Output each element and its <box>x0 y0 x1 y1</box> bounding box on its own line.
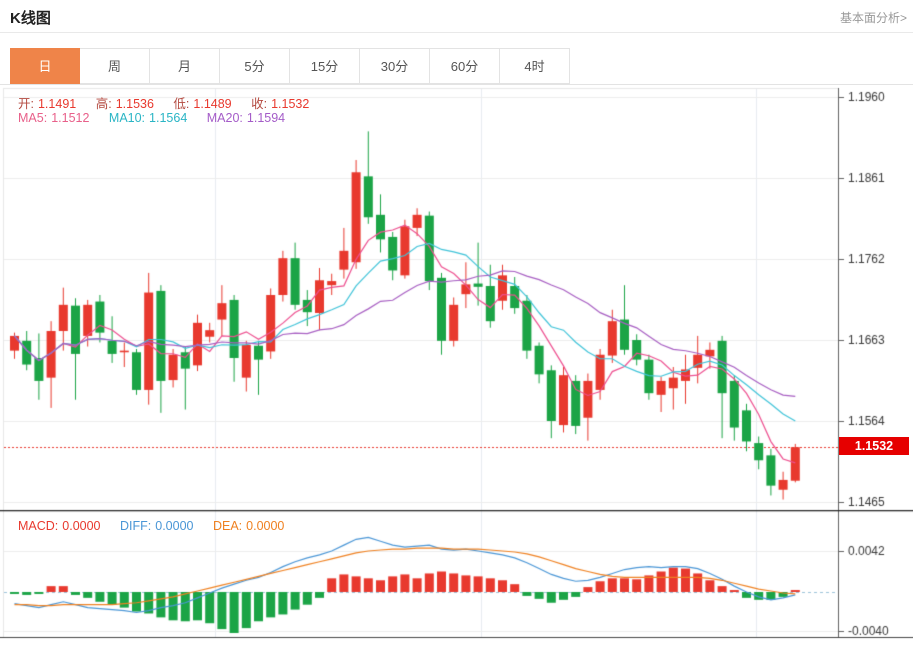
tab-30min[interactable]: 30分 <box>360 48 430 84</box>
ma20-label: MA20: <box>206 111 243 125</box>
ma5-value: 1.1512 <box>51 111 90 125</box>
tab-15min[interactable]: 15分 <box>290 48 360 84</box>
ma10-value: 1.1564 <box>149 111 188 125</box>
close-value: 1.1532 <box>271 97 310 111</box>
period-tabs: 日 周 月 5分 15分 30分 60分 4时 <box>10 48 570 84</box>
last-price-badge: 1.1532 <box>839 437 909 455</box>
low-value: 1.1489 <box>193 97 232 111</box>
ohlc-legend: 开: 1.1491 高: 1.1536 低: 1.1489 收: 1.1532 <box>18 93 325 112</box>
low-label: 低: <box>173 97 190 111</box>
tab-5min[interactable]: 5分 <box>220 48 290 84</box>
page-title: K线图 <box>10 10 51 27</box>
open-label: 开: <box>18 97 34 111</box>
ma5-label: MA5: <box>18 111 48 125</box>
high-value: 1.1536 <box>115 97 154 111</box>
ma10-label: MA10: <box>108 111 146 125</box>
macd-legend: MACD: 0.0000 DIFF: 0.0000 DEA: 0.0000 <box>18 519 300 533</box>
open-value: 1.1491 <box>37 97 77 111</box>
ma-legend: MA5: 1.1512 MA10: 1.1564 MA20: 1.1594 <box>18 111 301 125</box>
tab-weekly[interactable]: 周 <box>80 48 150 84</box>
fundamental-analysis-link[interactable]: 基本面分析> <box>839 11 907 25</box>
diff-value: 0.0000 <box>155 519 194 533</box>
kline-chart-canvas[interactable] <box>0 84 913 645</box>
high-label: 高: <box>95 97 112 111</box>
ma20-value: 1.1594 <box>246 111 286 125</box>
diff-label: DIFF: <box>120 519 152 533</box>
macd-label: MACD: <box>18 519 59 533</box>
tab-60min[interactable]: 60分 <box>430 48 500 84</box>
macd-value: 0.0000 <box>62 519 101 533</box>
close-label: 收: <box>251 97 268 111</box>
dea-value: 0.0000 <box>246 519 285 533</box>
tab-daily[interactable]: 日 <box>10 48 80 84</box>
tab-4hour[interactable]: 4时 <box>500 48 570 84</box>
tab-monthly[interactable]: 月 <box>150 48 220 84</box>
dea-label: DEA: <box>212 519 243 533</box>
panel-header: K线图 基本面分析> <box>0 0 913 33</box>
